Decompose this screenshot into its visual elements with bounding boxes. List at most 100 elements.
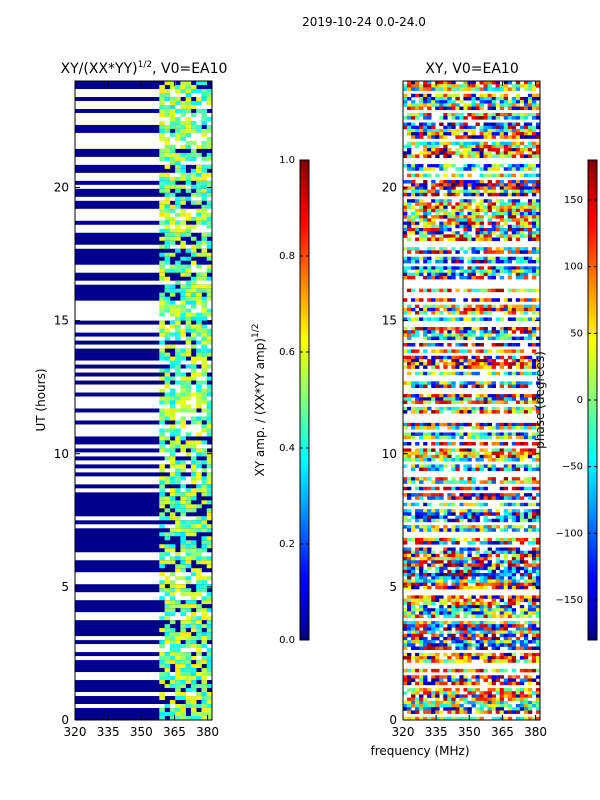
- phase-cell: [475, 426, 480, 430]
- amplitude-cell: [196, 696, 202, 701]
- phase-cell: [527, 173, 533, 178]
- phase-cell: [455, 406, 460, 411]
- phase-cell: [439, 422, 444, 427]
- amplitude-row: [75, 316, 212, 321]
- phase-cell: [471, 167, 476, 171]
- amplitude-cell: [175, 636, 181, 641]
- amplitude-colorbar: 0.00.20.40.60.81.0 XY amp. / (XX*YY amp)…: [251, 155, 310, 646]
- phase-cell: [479, 624, 484, 628]
- phase-cell: [447, 317, 452, 321]
- phase-cell: [479, 128, 484, 133]
- phase-cell: [419, 93, 424, 98]
- phase-cell: [515, 224, 521, 229]
- phase-cell: [503, 573, 509, 577]
- phase-cell: [531, 272, 537, 277]
- phase-cell: [495, 525, 501, 529]
- phase-cell: [443, 620, 448, 625]
- amplitude-cell: [159, 104, 165, 110]
- amplitude-cell: [185, 104, 192, 110]
- phase-cell: [435, 384, 440, 389]
- phase-cell: [403, 493, 408, 497]
- phase-cell: [443, 601, 448, 606]
- amplitude-cell: [175, 312, 181, 317]
- amplitude-cell: [206, 524, 213, 529]
- phase-cell: [503, 512, 509, 516]
- phase-cell: [403, 620, 408, 625]
- phase-cell: [463, 330, 468, 334]
- phase-cell: [515, 464, 521, 468]
- amplitude-cell: [196, 208, 202, 214]
- phase-cell: [435, 426, 440, 430]
- phase-cell: [499, 608, 505, 612]
- phase-cell: [483, 144, 488, 149]
- phase-cell: [535, 646, 541, 651]
- phase-cell: [499, 579, 505, 583]
- phase-cell: [487, 566, 492, 571]
- phase-cell: [475, 624, 480, 628]
- phase-cell: [495, 604, 501, 609]
- phase-cell: [475, 189, 480, 194]
- phase-cell: [519, 451, 525, 456]
- amplitude-cell: [169, 412, 176, 417]
- phase-cell: [467, 307, 472, 312]
- phase-cell: [439, 502, 444, 507]
- phase-cell: [527, 96, 533, 101]
- phase-cell: [519, 640, 525, 644]
- phase-cell: [455, 627, 460, 631]
- phase-cell: [523, 298, 529, 302]
- phase-cell: [415, 652, 420, 657]
- amplitude-cell: [159, 396, 165, 401]
- amplitude-cell: [196, 548, 202, 553]
- amplitude-cell: [175, 372, 181, 377]
- phase-cell: [467, 624, 472, 628]
- phase-cell: [427, 148, 432, 152]
- phase-cell: [511, 493, 517, 497]
- phase-cell: [463, 493, 468, 497]
- amplitude-cell: [180, 124, 186, 130]
- phase-cell: [507, 336, 513, 341]
- phase-cell: [403, 307, 408, 312]
- phase-cell: [431, 304, 436, 309]
- phase-cell: [507, 164, 513, 168]
- amplitude-cell: [164, 384, 171, 389]
- amplitude-cell: [175, 392, 181, 397]
- phase-cell: [491, 633, 496, 638]
- phase-cell: [427, 154, 432, 158]
- phase-cell: [407, 553, 412, 558]
- amplitude-cell: [201, 352, 208, 357]
- phase-cell: [519, 128, 525, 133]
- phase-cell: [471, 288, 476, 293]
- phase-cell: [467, 518, 472, 523]
- phase-cell: [471, 96, 476, 101]
- phase-cell: [531, 547, 537, 551]
- phase-cell: [459, 406, 464, 411]
- amplitude-cell: [159, 432, 165, 437]
- phase-cell: [411, 84, 416, 88]
- phase-cell: [407, 659, 412, 663]
- phase-cell: [507, 601, 513, 606]
- phase-cell: [415, 595, 420, 599]
- phase-cell: [407, 454, 412, 459]
- amplitude-colorbar-gradient: [299, 159, 310, 641]
- phase-cell: [403, 426, 408, 430]
- phase-cell: [491, 227, 496, 232]
- phase-cell: [451, 410, 456, 414]
- phase-cell: [415, 496, 420, 500]
- phase-cell: [419, 604, 424, 609]
- phase-cell: [419, 573, 424, 577]
- amplitude-cell: [190, 200, 197, 206]
- amplitude-cell: [185, 216, 192, 222]
- phase-cell: [463, 451, 468, 456]
- phase-cell: [511, 247, 517, 251]
- amplitude-cell: [201, 476, 208, 481]
- phase-cell: [423, 569, 428, 574]
- amplitude-cell: [206, 152, 213, 158]
- phase-cell: [499, 211, 505, 216]
- phase-cell: [427, 640, 432, 644]
- phase-cell: [467, 604, 472, 609]
- phase-cell: [431, 333, 436, 337]
- phase-cell: [451, 486, 456, 491]
- amplitude-cell: [164, 104, 171, 110]
- phase-cell: [419, 199, 424, 203]
- phase-cell: [511, 304, 517, 309]
